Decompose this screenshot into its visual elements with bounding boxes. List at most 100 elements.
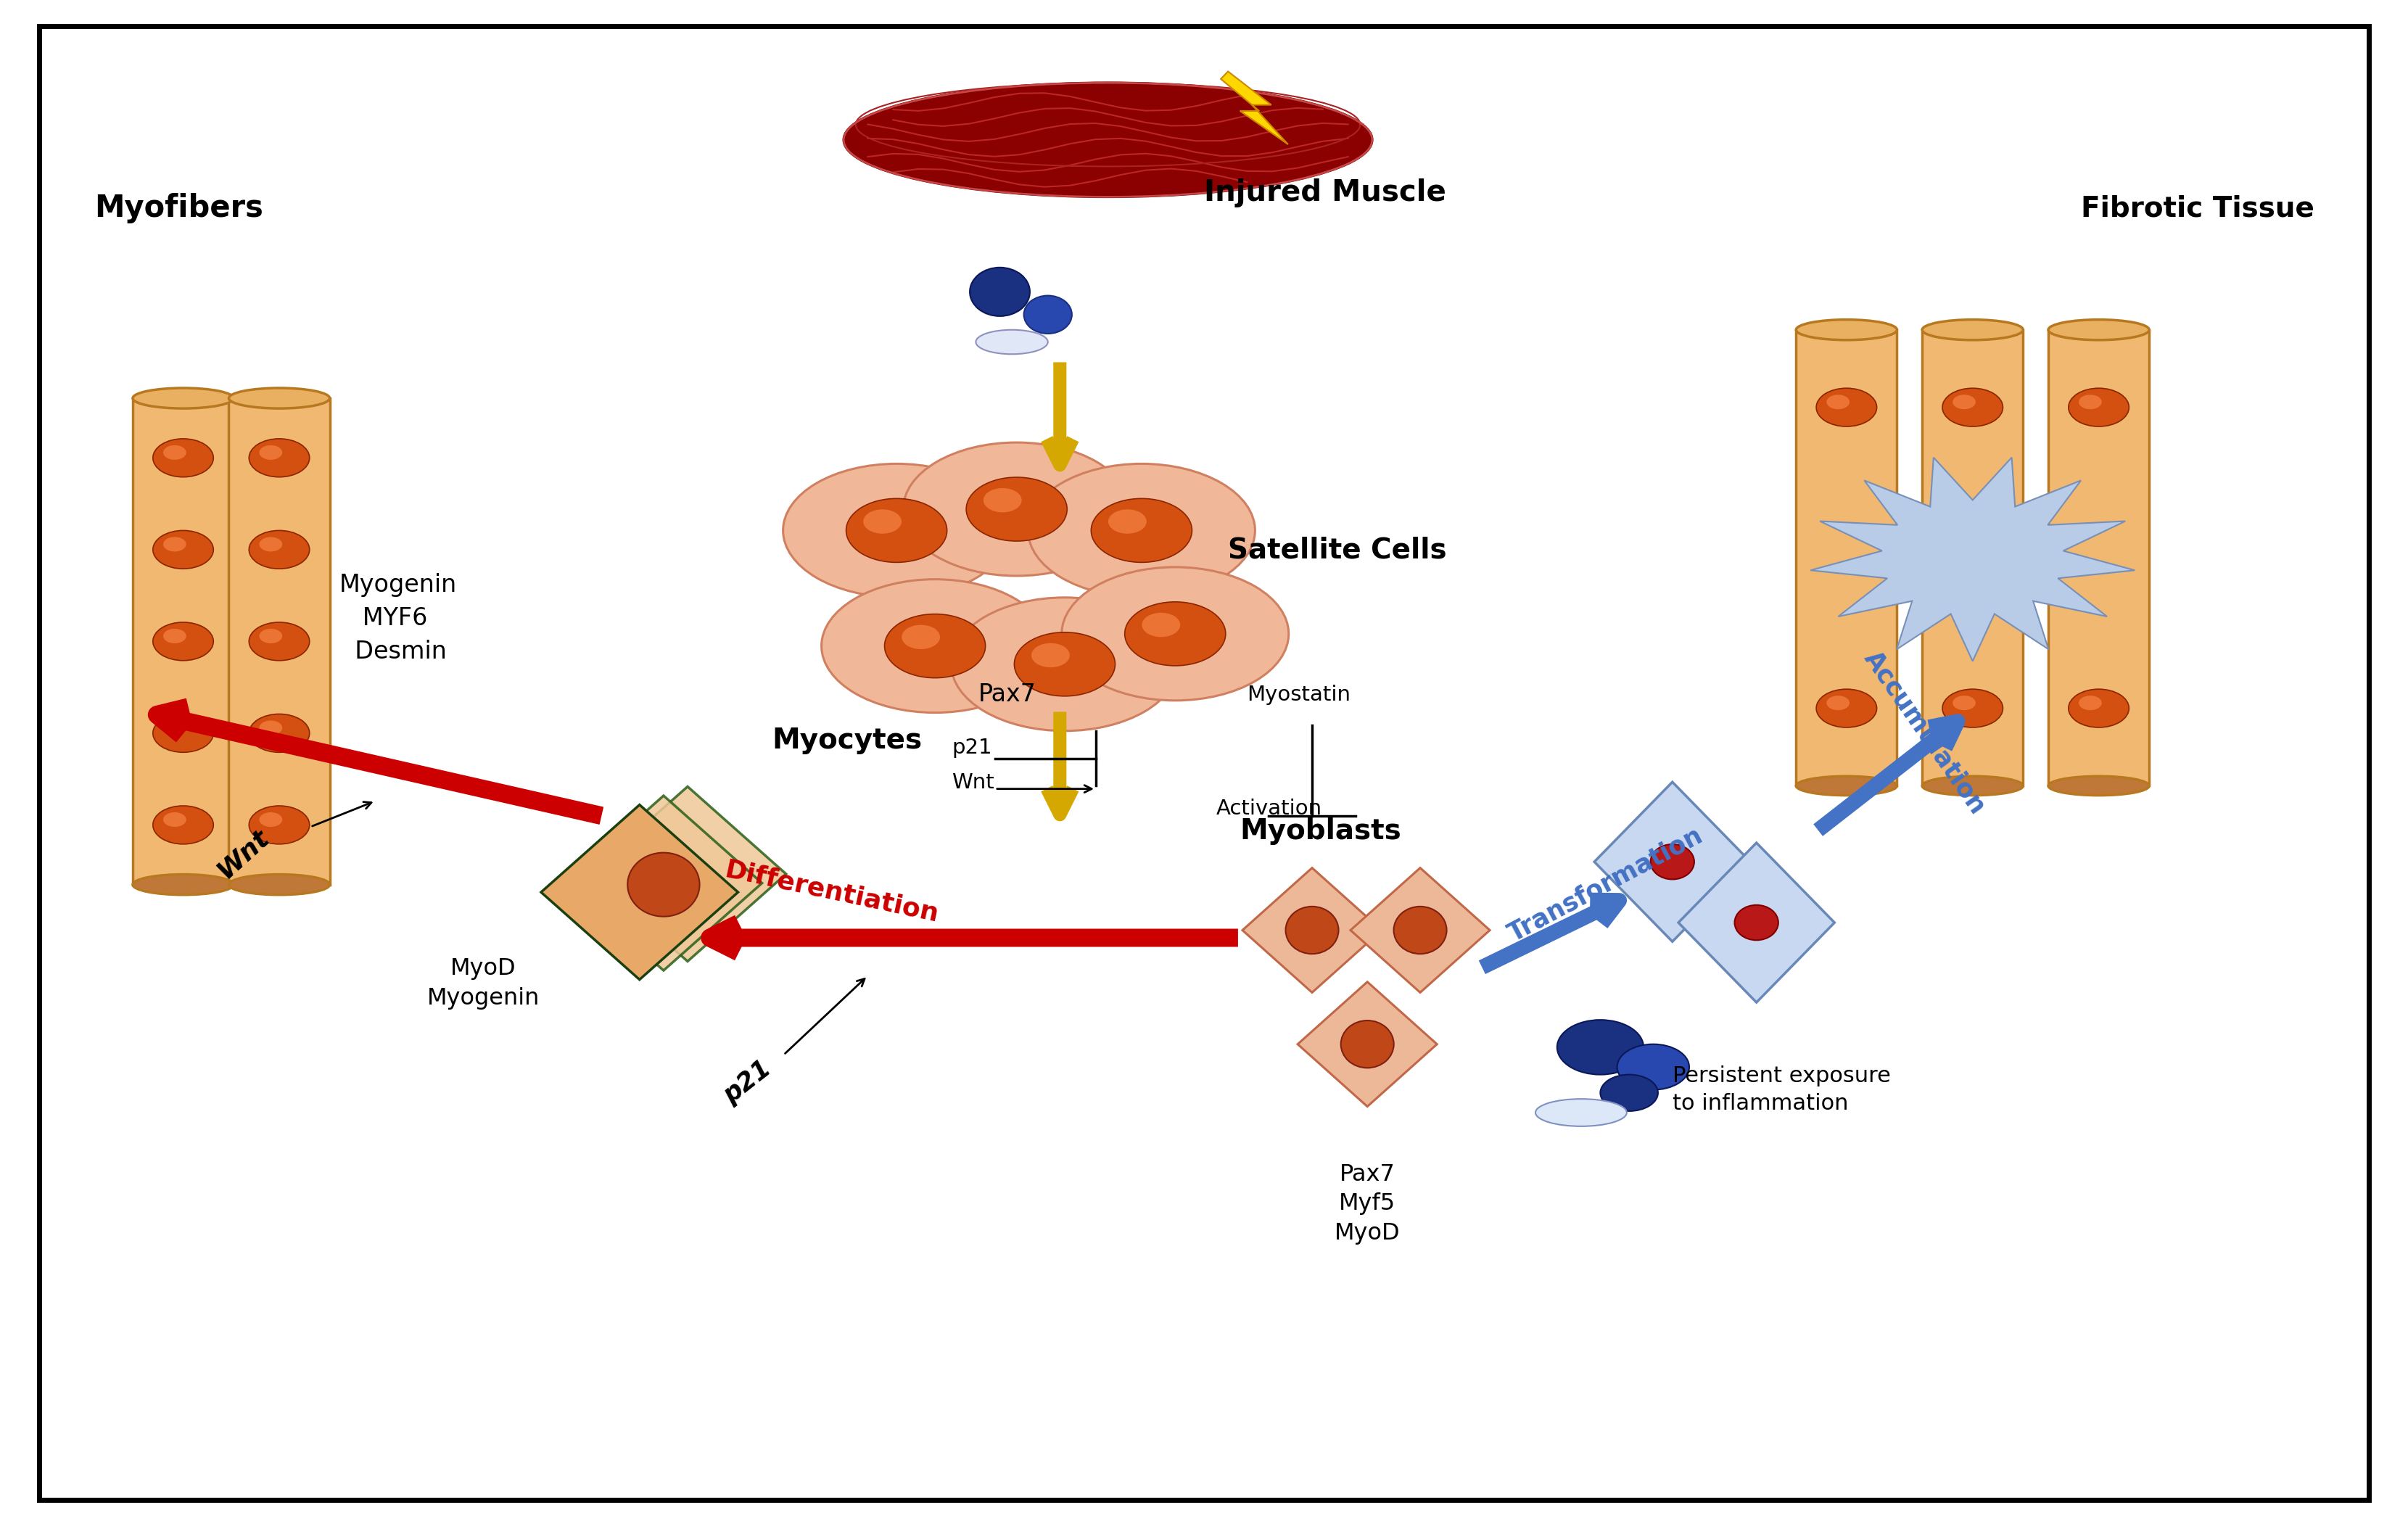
- Circle shape: [248, 531, 311, 569]
- Circle shape: [1141, 613, 1180, 636]
- Ellipse shape: [1922, 319, 2023, 340]
- Ellipse shape: [1286, 906, 1339, 954]
- Text: Pax7: Pax7: [978, 682, 1035, 707]
- Text: Activation: Activation: [1216, 798, 1322, 819]
- Text: Wnt: Wnt: [212, 826, 275, 884]
- Circle shape: [152, 714, 214, 752]
- Text: Myofibers: Myofibers: [94, 192, 262, 223]
- Circle shape: [966, 478, 1067, 542]
- Ellipse shape: [132, 874, 234, 894]
- Text: Myogenin
   MYF6
  Desmin: Myogenin MYF6 Desmin: [340, 574, 458, 664]
- Ellipse shape: [2049, 319, 2150, 340]
- Ellipse shape: [843, 82, 1373, 197]
- Circle shape: [1828, 395, 1849, 409]
- Ellipse shape: [1649, 844, 1695, 879]
- Circle shape: [260, 446, 282, 459]
- Circle shape: [260, 720, 282, 736]
- Circle shape: [260, 537, 282, 551]
- Polygon shape: [1678, 842, 1835, 1003]
- Bar: [132, 398, 234, 885]
- Bar: [2049, 330, 2150, 786]
- Circle shape: [845, 499, 946, 563]
- Ellipse shape: [229, 874, 330, 894]
- Circle shape: [164, 446, 185, 459]
- Circle shape: [164, 537, 185, 551]
- Polygon shape: [1221, 72, 1288, 145]
- Ellipse shape: [2049, 777, 2150, 795]
- Circle shape: [901, 624, 939, 649]
- Polygon shape: [1594, 781, 1751, 942]
- Polygon shape: [542, 804, 737, 980]
- Circle shape: [1601, 1074, 1659, 1111]
- Circle shape: [152, 438, 214, 478]
- Polygon shape: [1243, 868, 1382, 992]
- Circle shape: [1558, 1019, 1645, 1074]
- Ellipse shape: [1734, 905, 1777, 940]
- Circle shape: [1618, 1044, 1688, 1090]
- Ellipse shape: [1536, 1099, 1628, 1126]
- Circle shape: [2068, 388, 2129, 426]
- Circle shape: [982, 488, 1021, 513]
- Circle shape: [1031, 642, 1069, 667]
- Text: Myostatin: Myostatin: [1247, 685, 1351, 705]
- Text: Fibrotic Tissue: Fibrotic Tissue: [2081, 194, 2314, 221]
- Circle shape: [248, 623, 311, 661]
- Text: Injured Muscle: Injured Muscle: [1204, 179, 1447, 208]
- Ellipse shape: [1341, 1021, 1394, 1068]
- Polygon shape: [566, 795, 761, 971]
- Text: p21: p21: [720, 1056, 775, 1108]
- Ellipse shape: [1023, 296, 1072, 334]
- Ellipse shape: [1922, 777, 2023, 795]
- Circle shape: [260, 812, 282, 827]
- Ellipse shape: [951, 598, 1178, 731]
- Text: Persistent exposure
to inflammation: Persistent exposure to inflammation: [1674, 1065, 1890, 1114]
- Ellipse shape: [1796, 777, 1898, 795]
- Text: Wnt: Wnt: [951, 772, 995, 794]
- Circle shape: [1816, 388, 1876, 426]
- Text: Myoblasts: Myoblasts: [1240, 818, 1401, 845]
- Circle shape: [1943, 690, 2003, 728]
- Polygon shape: [1351, 868, 1491, 992]
- Bar: [1796, 330, 1898, 786]
- Circle shape: [248, 438, 311, 478]
- Text: Satellite Cells: Satellite Cells: [1228, 537, 1447, 565]
- Ellipse shape: [975, 330, 1047, 354]
- Circle shape: [1953, 395, 1975, 409]
- Circle shape: [1953, 696, 1975, 710]
- Circle shape: [1091, 499, 1192, 563]
- Circle shape: [152, 531, 214, 569]
- Ellipse shape: [903, 443, 1129, 575]
- Circle shape: [1125, 601, 1226, 665]
- Text: Transformation: Transformation: [1505, 823, 1707, 946]
- Text: MyoD
Myogenin: MyoD Myogenin: [426, 957, 539, 1009]
- Circle shape: [1828, 696, 1849, 710]
- Bar: [229, 398, 330, 885]
- Circle shape: [164, 812, 185, 827]
- Circle shape: [1943, 388, 2003, 426]
- Ellipse shape: [229, 388, 330, 409]
- Ellipse shape: [132, 388, 234, 409]
- Circle shape: [2078, 696, 2102, 710]
- Ellipse shape: [1062, 568, 1288, 700]
- Circle shape: [152, 623, 214, 661]
- Circle shape: [862, 510, 901, 534]
- Ellipse shape: [970, 267, 1031, 316]
- Ellipse shape: [783, 464, 1009, 597]
- Circle shape: [248, 714, 311, 752]
- Polygon shape: [590, 786, 785, 961]
- Circle shape: [164, 720, 185, 736]
- Circle shape: [2068, 690, 2129, 728]
- Circle shape: [248, 806, 311, 844]
- Circle shape: [884, 613, 985, 678]
- Circle shape: [2078, 395, 2102, 409]
- Text: Accumulation: Accumulation: [1859, 647, 1989, 819]
- Circle shape: [1108, 510, 1146, 534]
- Ellipse shape: [628, 853, 701, 917]
- Circle shape: [260, 629, 282, 644]
- Circle shape: [152, 806, 214, 844]
- Polygon shape: [1298, 981, 1438, 1106]
- Ellipse shape: [821, 580, 1047, 713]
- Polygon shape: [1811, 458, 2136, 661]
- Ellipse shape: [1394, 906, 1447, 954]
- Ellipse shape: [1028, 464, 1255, 597]
